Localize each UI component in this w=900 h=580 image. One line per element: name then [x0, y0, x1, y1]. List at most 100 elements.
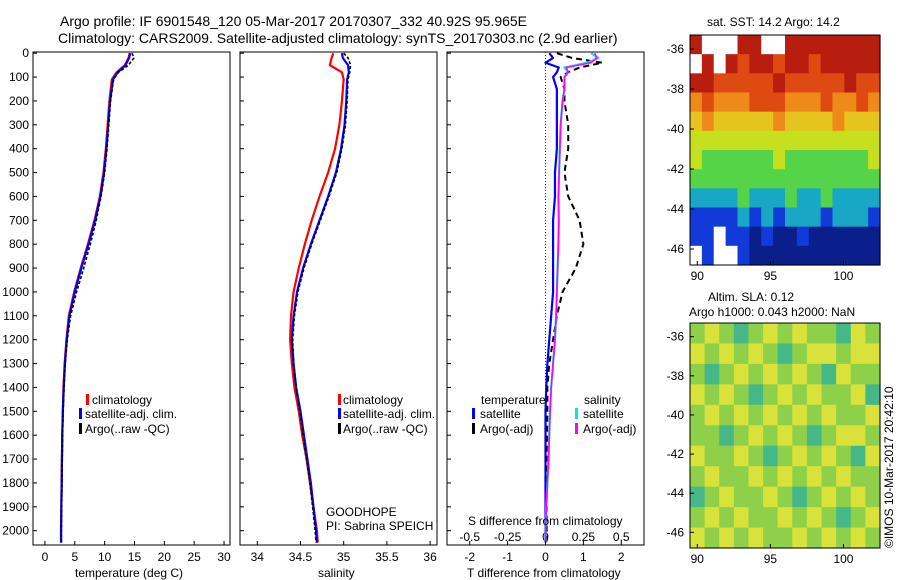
map-cell	[820, 111, 834, 132]
map-cell	[690, 188, 703, 209]
map-cell	[690, 425, 706, 447]
map-cell	[737, 188, 750, 209]
map-cell	[832, 188, 845, 209]
copyright-timestamp: ©IMOS 10-Mar-2017 20:42:10	[882, 386, 896, 548]
map-cell	[844, 188, 857, 209]
x-tick-label: 34	[251, 550, 265, 564]
depth-tick-label: 900	[9, 261, 29, 275]
map-cell	[785, 111, 798, 132]
map-cell	[749, 188, 762, 209]
map-cell	[733, 445, 750, 467]
map-cell	[785, 92, 798, 113]
map-cell	[763, 425, 779, 447]
map-cell	[737, 35, 750, 55]
temperature-legend: climatology satellite-adj. clim. Argo(..…	[79, 393, 177, 436]
map-cell	[808, 111, 822, 132]
map-cell	[713, 73, 727, 94]
map-cell	[777, 404, 793, 426]
map-cell	[761, 188, 774, 209]
map-cell	[808, 150, 822, 170]
map-cell	[773, 73, 786, 94]
map-cell	[737, 130, 750, 151]
map-cell	[749, 130, 762, 151]
map-cell	[737, 111, 750, 132]
map-cell	[806, 343, 823, 365]
series-line-3	[291, 52, 352, 543]
map-cell	[820, 92, 834, 113]
x-tick-label: -1	[502, 550, 513, 564]
map-cell	[704, 445, 720, 467]
map-cell	[792, 466, 808, 488]
map-cell	[821, 425, 837, 447]
longitude-tick-label: 100	[833, 269, 853, 283]
sla-map-title: Altim. SLA: 0.12	[708, 290, 794, 304]
map-cell	[704, 486, 720, 508]
map-cell	[690, 507, 706, 529]
map-cell	[777, 486, 793, 508]
pi-label: PI: Sabrina SPEICH	[326, 519, 433, 533]
map-cell	[704, 343, 720, 365]
map-cell	[733, 384, 750, 406]
x-tick-label: 2	[618, 550, 625, 564]
project-label: GOODHOPE	[326, 505, 397, 519]
map-cell	[763, 363, 779, 385]
map-cell	[865, 323, 881, 345]
map-cell	[761, 35, 774, 55]
map-cell	[850, 363, 866, 385]
map-cell	[761, 130, 774, 151]
legend-swatch-t-argo	[472, 423, 475, 434]
map-cell	[796, 92, 810, 113]
map-cell	[713, 245, 727, 266]
map-cell	[820, 150, 834, 170]
map-cell	[856, 130, 869, 151]
map-cell	[832, 73, 845, 94]
map-cell	[868, 226, 881, 247]
map-cell	[820, 169, 834, 189]
map-cell	[808, 245, 822, 266]
map-cell	[856, 226, 869, 247]
temperature-xlabel: temperature (deg C)	[75, 566, 183, 580]
series-line-3	[60, 52, 135, 543]
map-cell	[777, 343, 793, 365]
map-cell	[792, 445, 808, 467]
map-cell	[856, 245, 869, 266]
latitude-tick-label: -46	[667, 525, 685, 539]
latitude-tick-label: -42	[667, 162, 685, 176]
map-cell	[868, 111, 881, 132]
difference-profile-panel: -2 -1 0 1 2 -0.5 -0.25 0 0.25 0.5 T difference f…	[446, 51, 645, 580]
map-cell	[763, 486, 779, 508]
map-cell	[713, 188, 727, 209]
latitude-tick-label: -36	[667, 330, 685, 344]
map-cell	[821, 343, 837, 365]
map-cell	[748, 466, 764, 488]
map-cell	[865, 445, 881, 467]
map-cell	[808, 207, 822, 228]
map-cell	[733, 404, 750, 426]
map-cell	[844, 130, 857, 151]
map-cell	[806, 466, 823, 488]
legend-swatch-climatology	[338, 394, 341, 405]
s-diff-tick-label: -0.5	[459, 530, 480, 544]
map-cell	[796, 169, 810, 189]
map-cell	[821, 384, 837, 406]
map-cell	[777, 527, 793, 549]
map-cell	[719, 527, 735, 549]
x-tick-label: 5	[71, 550, 78, 564]
map-cell	[749, 226, 762, 247]
map-cell	[792, 343, 808, 365]
x-tick-label: 36	[423, 550, 437, 564]
map-cell	[725, 111, 739, 132]
legend-swatch-t-satellite	[472, 408, 475, 419]
map-cell	[749, 111, 762, 132]
figure-title-line2: Climatology: CARS2009. Satellite-adjuste…	[58, 30, 618, 46]
map-cell	[737, 54, 750, 74]
map-cell	[773, 111, 786, 132]
map-cell	[690, 384, 706, 406]
map-cell	[690, 323, 706, 345]
map-cell	[832, 35, 845, 55]
salinity-legend: climatology satellite-adj. clim. Argo(..…	[338, 393, 435, 436]
depth-tick-label: 100	[9, 70, 29, 84]
longitude-tick-label: 90	[691, 552, 705, 566]
map-cell	[832, 111, 845, 132]
map-cell	[792, 384, 808, 406]
